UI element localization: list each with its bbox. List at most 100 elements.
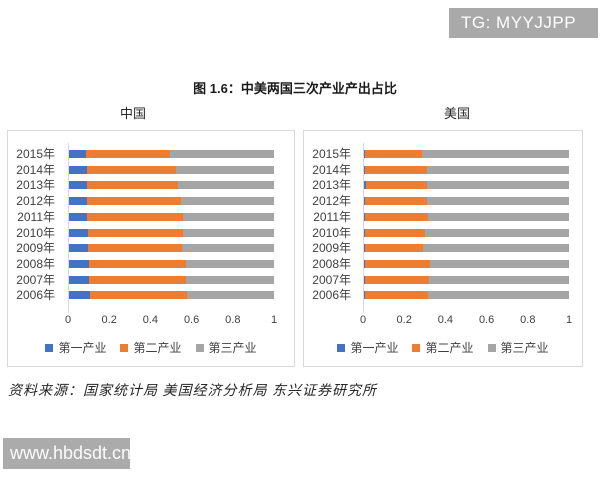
- y-axis-line: [68, 143, 69, 313]
- bar-segment-第三产业: [427, 212, 569, 221]
- bar-segment-第三产业: [180, 197, 274, 206]
- bar-segment-第三产业: [185, 275, 274, 284]
- bar-segment-第二产业: [88, 244, 183, 253]
- bar-segment-第二产业: [87, 181, 178, 190]
- bar-segment-第二产业: [365, 244, 423, 253]
- bar-segment-第二产业: [365, 197, 428, 206]
- bar-segment-第二产业: [86, 165, 176, 174]
- bar-segment-第三产业: [185, 259, 274, 268]
- legend-label: 第三产业: [208, 341, 257, 355]
- bar-segment-第三产业: [421, 150, 569, 158]
- legend-item: 第三产业: [195, 339, 257, 356]
- legend-swatch-icon: [412, 343, 421, 352]
- legend-swatch-icon: [487, 343, 496, 352]
- category-label: 2006年: [312, 288, 351, 303]
- bar-segment-第一产业: [68, 181, 88, 190]
- legend-swatch-icon: [120, 343, 129, 352]
- legend-swatch-icon: [337, 343, 346, 352]
- legend-label: 第二产业: [425, 341, 474, 355]
- bar-segment-第一产业: [68, 244, 89, 253]
- bar-segment-第三产业: [427, 181, 569, 190]
- bar-segment-第一产业: [363, 244, 366, 253]
- category-label: 2012年: [16, 194, 55, 209]
- y-axis-line: [363, 143, 364, 313]
- category-label: 2015年: [312, 147, 351, 161]
- x-tick-label: 0.8: [520, 314, 536, 326]
- bar-segment-第三产业: [187, 291, 274, 300]
- category-label: 2007年: [16, 272, 55, 287]
- category-label: 2011年: [313, 209, 351, 224]
- tg-watermark-badge: TG: MYYJJPP: [449, 8, 598, 38]
- bar-segment-第三产业: [170, 150, 274, 158]
- source-note: 资料来源：国家统计局 美国经济分析局 东兴证券研究所: [8, 384, 377, 399]
- bar-segment-第二产业: [365, 181, 428, 190]
- bar-segment-第二产业: [365, 275, 429, 284]
- x-tick-label: 0.8: [225, 314, 241, 326]
- bar-segment-第二产业: [86, 150, 171, 158]
- category-label: 2008年: [16, 256, 55, 271]
- category-label: 2014年: [16, 162, 55, 177]
- bar-segment-第三产业: [175, 165, 274, 174]
- bar-segment-第一产业: [363, 212, 366, 221]
- bar-segment-第一产业: [68, 291, 90, 300]
- bar-segment-第三产业: [428, 275, 569, 284]
- bar-segment-第二产业: [89, 275, 186, 284]
- category-label: 2010年: [312, 225, 351, 240]
- bar-segment-第二产业: [365, 259, 431, 268]
- bar-segment-第一产业: [363, 228, 366, 237]
- x-tick-label: 0.4: [142, 314, 159, 326]
- bar-segment-第一产业: [68, 228, 88, 237]
- bar-segment-第一产业: [68, 259, 90, 268]
- x-tick-label: 0: [64, 314, 72, 326]
- bar-segment-第一产业: [68, 212, 88, 221]
- figure-title: 图 1.6：中美两国三次产业产出占比: [193, 81, 397, 96]
- bar-segment-第一产业: [363, 259, 366, 268]
- category-label: 2008年: [312, 256, 351, 271]
- legend: 第一产业 第二产业 第三产业: [8, 339, 294, 356]
- bar-segment-第二产业: [365, 228, 425, 237]
- category-label: 2014年: [312, 162, 351, 177]
- x-tick-label: 0.2: [396, 314, 412, 326]
- category-label: 2011年: [17, 209, 55, 224]
- bar-segment-第三产业: [424, 228, 569, 237]
- bar-segment-第二产业: [365, 165, 428, 174]
- bar-segment-第二产业: [89, 259, 186, 268]
- x-tick-label: 0.4: [437, 314, 454, 326]
- legend: 第一产业 第二产业 第三产业: [304, 339, 582, 356]
- bar-segment-第三产业: [428, 291, 569, 300]
- category-label: 2015年: [16, 147, 55, 161]
- category-label: 2009年: [16, 241, 55, 256]
- bar-segment-第一产业: [363, 197, 366, 206]
- legend-item: 第一产业: [337, 339, 398, 356]
- x-tick-label: 0: [359, 314, 367, 326]
- x-tick-label: 0.2: [101, 314, 117, 326]
- bar-segment-第三产业: [182, 244, 274, 253]
- bar-segment-第一产业: [68, 150, 87, 158]
- usa-stacked-bar-chart: 2015年 2014年 2013年 2012年 2011年 2010年 2009年 2008年…: [303, 130, 583, 367]
- x-tick-label: 1: [270, 314, 278, 326]
- bar-segment-第三产业: [177, 181, 274, 190]
- bar-segment-第三产业: [427, 165, 569, 174]
- legend-label: 第三产业: [500, 341, 549, 355]
- legend-swatch-icon: [45, 343, 54, 352]
- category-label: 2013年: [312, 178, 351, 193]
- usa-chart-title: 美国: [443, 106, 471, 121]
- bar-segment-第三产业: [422, 244, 569, 253]
- x-tick-label: 0.6: [183, 314, 200, 326]
- bar-segment-第二产业: [87, 197, 181, 206]
- bar-segment-第一产业: [363, 150, 366, 158]
- category-label: 2010年: [16, 225, 55, 240]
- bar-segment-第二产业: [365, 212, 428, 221]
- legend-label: 第二产业: [133, 341, 182, 355]
- bar-segment-第一产业: [68, 197, 88, 206]
- x-tick-label: 0.6: [478, 314, 495, 326]
- bar-segment-第一产业: [68, 165, 87, 174]
- bar-segment-第一产业: [363, 165, 366, 174]
- bar-segment-第一产业: [68, 275, 90, 284]
- bar-segment-第二产业: [87, 228, 184, 237]
- bar-segment-第三产业: [183, 228, 274, 237]
- bar-segment-第三产业: [430, 259, 569, 268]
- bar-segment-第二产业: [89, 291, 188, 300]
- category-label: 2007年: [312, 272, 351, 287]
